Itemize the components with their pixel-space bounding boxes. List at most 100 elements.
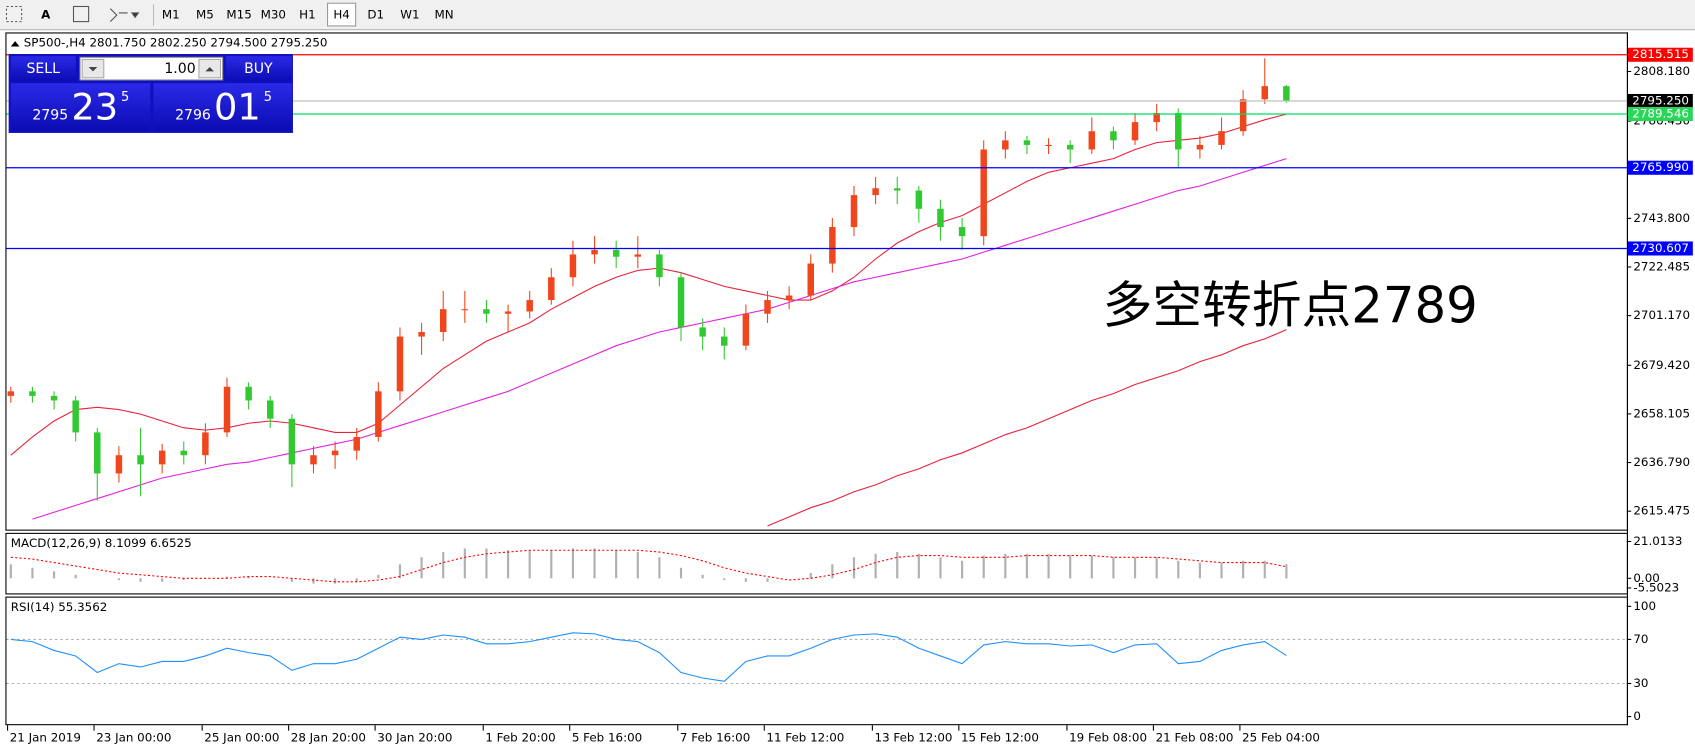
collapse-icon[interactable]	[10, 41, 20, 47]
crosshair-icon[interactable]	[5, 5, 23, 23]
candle-body	[267, 400, 274, 419]
histogram-bar	[809, 573, 812, 579]
candle-body	[807, 263, 814, 296]
up-arrow	[205, 67, 215, 72]
candle-body	[872, 188, 879, 196]
histogram-bar	[1263, 560, 1266, 579]
timeframe-button[interactable]: W1	[400, 8, 419, 22]
timeframe-button[interactable]: M30	[261, 8, 286, 22]
histogram-bar	[701, 574, 704, 579]
timeframe-button[interactable]: M1	[162, 8, 180, 22]
candle-body	[893, 188, 901, 191]
buy-price-small: 5	[264, 90, 272, 105]
candle-body	[634, 254, 642, 257]
x-tick-label: 5 Feb 16:00	[572, 731, 642, 745]
y-tick-label: 2615.475	[1633, 504, 1690, 518]
candle-body	[850, 195, 858, 228]
histogram-bar	[528, 550, 531, 579]
histogram-bar	[1242, 560, 1245, 579]
candle-body	[1218, 131, 1225, 145]
candle-body	[1239, 99, 1247, 132]
candle-body	[937, 208, 944, 228]
indicator-title: RSI(14) 55.3562	[11, 600, 108, 614]
candle-body	[50, 395, 58, 401]
candle-body	[656, 254, 663, 278]
histogram-bar	[658, 557, 661, 579]
toolbar-icons: A	[5, 2, 357, 27]
annotation: 多空转折点2789	[1103, 277, 1478, 335]
sell-button[interactable]	[10, 56, 76, 82]
histogram-bar	[615, 550, 618, 579]
histogram-bar	[1155, 557, 1158, 579]
volume-value[interactable]: 1.00	[164, 61, 195, 77]
price-label: 2789.546	[1632, 107, 1689, 121]
y-tick-label: 2808.180	[1633, 64, 1690, 78]
candle-body	[418, 332, 425, 337]
toolbar	[0, 0, 1695, 30]
timeframe-button[interactable]: H1	[299, 8, 316, 22]
x-tick-label: 21 Jan 2019	[10, 731, 81, 745]
buy-label[interactable]: BUY	[244, 61, 273, 77]
sell-price-box[interactable]	[10, 83, 151, 131]
text-icon[interactable]: A	[41, 8, 51, 22]
histogram-bar	[334, 578, 337, 584]
histogram-bar	[982, 555, 985, 579]
indicator-line	[10, 549, 1287, 583]
candle-body	[504, 311, 512, 314]
histogram-bar	[1198, 562, 1201, 579]
volume-spinner[interactable]	[79, 56, 224, 81]
y-tick-label: 21.0133	[1633, 534, 1682, 548]
timeframe-button[interactable]: M5	[196, 8, 214, 22]
histogram-bar	[1112, 557, 1115, 579]
histogram-bar	[1025, 553, 1029, 579]
x-tick-label: 28 Jan 20:00	[291, 731, 366, 745]
candle-body	[1002, 140, 1009, 150]
label-icon[interactable]	[72, 5, 90, 23]
buy-price-box[interactable]	[153, 83, 292, 131]
price-label: 2795.250	[1632, 93, 1689, 107]
candle-body	[202, 432, 209, 456]
candle-body	[94, 432, 101, 474]
histogram-bar	[1004, 553, 1007, 579]
candle-body	[1261, 86, 1269, 100]
histogram-bar	[896, 552, 899, 579]
timeframe-button[interactable]: M15	[226, 8, 251, 22]
y-tick-label: 2658.105	[1633, 406, 1690, 420]
sell-label[interactable]: SELL	[27, 61, 61, 77]
histogram-bar	[420, 557, 423, 579]
histogram-bar	[1047, 553, 1050, 579]
buy-button[interactable]	[225, 56, 292, 82]
y-tick-label: 30	[1633, 676, 1648, 690]
histogram-bar	[939, 557, 942, 579]
sell-price-big: 2795	[32, 108, 68, 124]
histogram-bar	[766, 578, 769, 582]
candle-body	[245, 386, 252, 401]
histogram-bar	[247, 576, 250, 579]
histogram-bar	[636, 552, 639, 579]
timeframe-button[interactable]: MN	[435, 8, 454, 22]
candle-body	[1045, 144, 1052, 146]
candle-body	[396, 336, 404, 392]
timeframe-button[interactable]: H4	[333, 8, 350, 22]
candle-body	[1131, 122, 1139, 141]
sell-price-main: 23	[71, 86, 118, 129]
candle-body	[569, 254, 577, 278]
y-tick-label: 2722.485	[1633, 260, 1690, 274]
histogram-bar	[225, 576, 229, 579]
candle-body	[829, 227, 836, 264]
macd-panel	[5, 532, 1628, 595]
histogram-bar	[571, 548, 575, 579]
dropdown-icon[interactable]	[130, 12, 140, 19]
timeframe-button[interactable]: D1	[367, 8, 384, 22]
candle-body	[353, 436, 360, 451]
x-tick-label: 21 Feb 08:00	[1156, 731, 1234, 745]
timeframe-bar: M1 M5 M15 M30 H1 H4 D1 W1 MN	[162, 8, 454, 22]
candle-body	[764, 300, 771, 314]
candle-body	[375, 391, 382, 437]
shapes-icon[interactable]	[109, 8, 128, 22]
indicator-line	[767, 329, 1287, 527]
candle-body	[439, 309, 447, 333]
candle-body	[288, 418, 296, 465]
candle-body	[548, 277, 555, 301]
